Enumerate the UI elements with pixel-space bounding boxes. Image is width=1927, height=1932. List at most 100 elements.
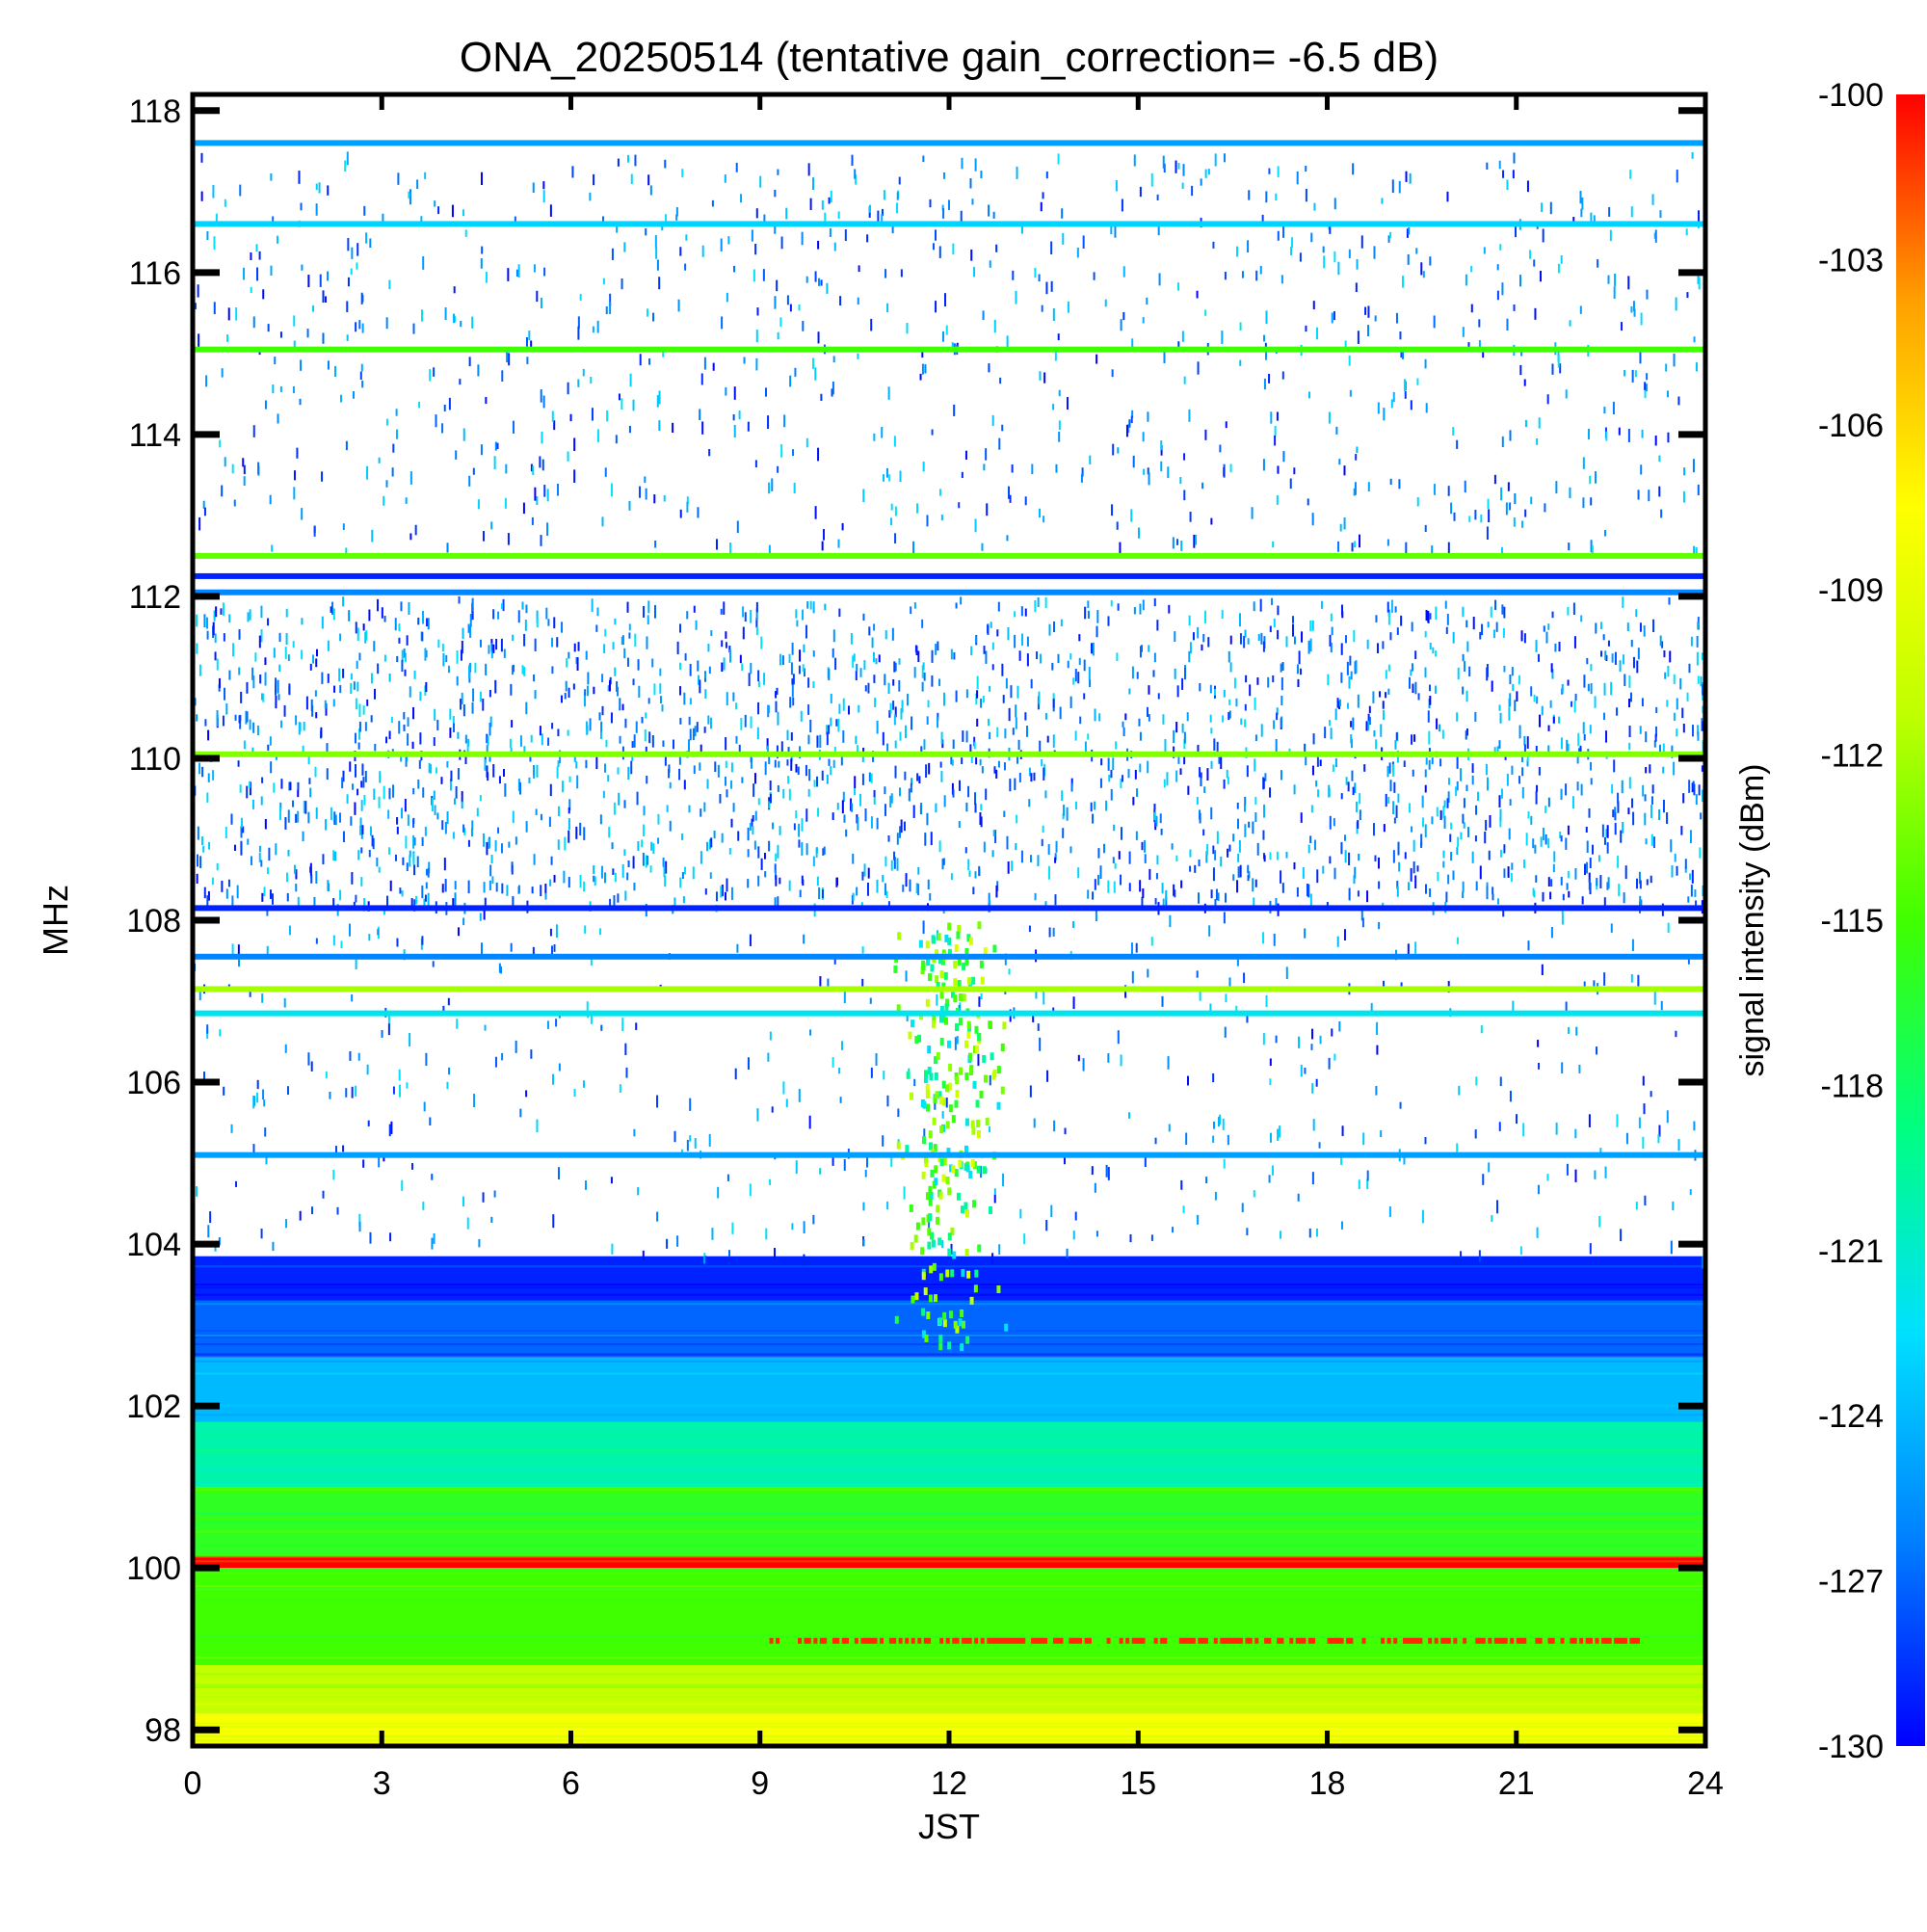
speckle-mark	[1350, 671, 1353, 680]
speckle-mark	[910, 782, 912, 793]
speckle-mark	[248, 781, 251, 788]
burst-mark	[972, 1045, 977, 1054]
speckle-mark	[246, 711, 249, 723]
speckle-mark	[544, 892, 547, 900]
speckle-mark	[540, 389, 542, 403]
speckle-mark	[619, 735, 621, 744]
speckle-mark	[227, 879, 230, 887]
speckle-mark	[763, 673, 766, 685]
intermittent-mark	[1071, 1637, 1076, 1644]
speckle-mark	[461, 692, 463, 704]
speckle-mark	[502, 768, 505, 777]
speckle-mark	[1539, 714, 1542, 728]
intermittent-mark	[1547, 1637, 1552, 1644]
intermittent-mark	[804, 1637, 808, 1644]
speckle-mark	[1204, 169, 1207, 178]
speckle-mark	[448, 397, 451, 410]
speckle-mark	[1147, 968, 1149, 978]
colorbar-tick-label: -106	[1818, 408, 1884, 444]
speckle-mark	[345, 1088, 348, 1098]
burst-mark	[939, 1158, 944, 1167]
speckle-mark	[1018, 650, 1021, 661]
intermittent-mark	[1185, 1637, 1190, 1644]
burst-mark	[976, 1165, 981, 1174]
speckle-mark	[704, 689, 707, 699]
speckle-mark	[1488, 850, 1491, 860]
speckle-mark	[1579, 191, 1582, 204]
speckle-mark	[482, 531, 485, 542]
speckle-mark	[1173, 884, 1175, 896]
burst-mark	[935, 949, 939, 958]
speckle-mark	[656, 259, 659, 271]
speckle-mark	[926, 515, 929, 527]
burst-mark	[911, 1295, 915, 1304]
speckle-mark	[727, 236, 730, 245]
speckle-mark	[1534, 844, 1537, 854]
speckle-mark	[1455, 786, 1458, 797]
speckle-mark	[208, 841, 211, 850]
speckle-mark	[1072, 677, 1075, 685]
speckle-mark	[222, 602, 224, 616]
speckle-mark	[885, 890, 888, 898]
speckle-mark	[752, 815, 754, 822]
speckle-mark	[1244, 629, 1247, 638]
burst-mark	[955, 1023, 960, 1032]
speckle-mark	[1486, 667, 1489, 681]
intermittent-mark	[819, 1637, 824, 1644]
speckle-mark	[1516, 1114, 1518, 1125]
speckle-mark	[378, 1155, 381, 1168]
speckle-mark	[684, 652, 687, 661]
burst-mark	[996, 1101, 1001, 1110]
speckle-mark	[774, 870, 777, 880]
speckle-mark	[1182, 164, 1185, 176]
speckle-mark	[452, 715, 455, 724]
speckle-mark	[207, 773, 210, 782]
speckle-mark	[388, 847, 391, 855]
burst-mark	[1004, 1323, 1009, 1332]
speckle-mark	[437, 639, 440, 648]
speckle-mark	[1112, 443, 1115, 456]
speckle-mark	[986, 503, 989, 516]
speckle-mark	[1689, 830, 1692, 844]
speckle-mark	[592, 326, 594, 333]
speckle-mark	[755, 617, 758, 628]
speckle-mark	[896, 202, 899, 214]
speckle-mark	[1487, 622, 1490, 628]
speckle-mark	[1670, 839, 1673, 853]
speckle-mark	[899, 787, 902, 797]
speckle-mark	[426, 618, 429, 627]
speckle-mark	[556, 766, 559, 779]
speckle-mark	[646, 776, 648, 784]
speckle-mark	[288, 781, 291, 791]
speckle-mark	[756, 307, 759, 316]
speckle-mark	[351, 994, 354, 1002]
speckle-mark	[289, 781, 292, 791]
speckle-mark	[1628, 777, 1631, 789]
speckle-mark	[336, 1206, 339, 1215]
speckle-mark	[1168, 604, 1171, 614]
intermittent-mark	[1579, 1637, 1584, 1644]
speckle-mark	[1309, 620, 1312, 632]
speckle-mark	[808, 769, 811, 781]
speckle-mark	[1277, 230, 1280, 241]
speckle-mark	[1433, 315, 1436, 329]
speckle-mark	[1565, 389, 1568, 399]
speckle-mark	[755, 626, 758, 636]
burst-mark	[976, 1119, 981, 1127]
speckle-mark	[390, 716, 393, 724]
speckle-mark	[1471, 851, 1474, 863]
speckle-mark	[974, 803, 977, 813]
speckle-mark	[915, 883, 918, 894]
speckle-mark	[721, 885, 724, 897]
speckle-mark	[1352, 717, 1355, 730]
speckle-mark	[1088, 667, 1091, 680]
burst-mark	[894, 1315, 899, 1324]
speckle-mark	[1558, 642, 1561, 652]
speckle-mark	[890, 517, 893, 526]
speckle-mark	[744, 612, 747, 622]
speckle-mark	[754, 810, 757, 821]
intermittent-mark	[1406, 1637, 1411, 1644]
speckle-mark	[305, 696, 308, 710]
speckle-mark	[558, 1167, 561, 1180]
speckle-mark	[1228, 977, 1231, 990]
